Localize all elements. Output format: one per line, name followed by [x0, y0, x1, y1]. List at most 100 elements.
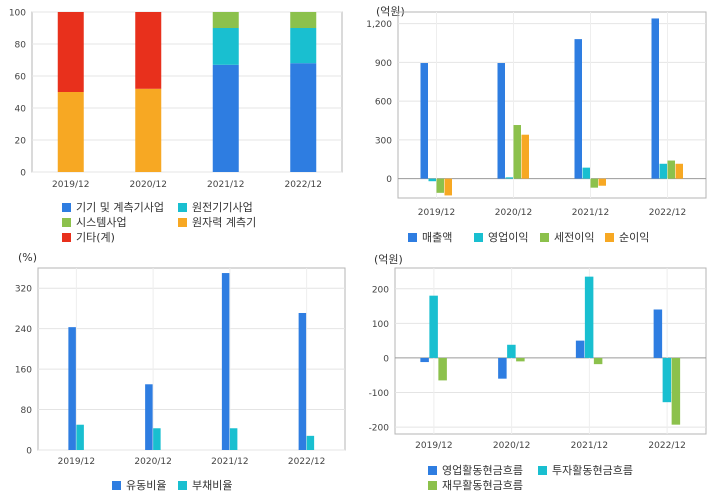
bar[interactable]: [590, 178, 599, 188]
legend-label: 재무활동현금흐름: [442, 479, 523, 492]
bar[interactable]: [516, 357, 525, 362]
bar[interactable]: [593, 357, 603, 365]
bar[interactable]: [290, 12, 317, 28]
bar[interactable]: [507, 344, 516, 358]
bar[interactable]: [659, 163, 668, 179]
legend-label: 투자활동현금흐름: [552, 464, 633, 477]
legend-label: 부채비율: [192, 479, 233, 492]
y-tick-label: 160: [15, 366, 32, 376]
legend-item-0[interactable]: 매출액: [408, 229, 452, 245]
segments-chart-panel: 0 20 40 60 80 100 2019/12 2020/12 2021/12 2022/12…: [0, 0, 360, 248]
x-tick-label: 2019/12: [418, 208, 455, 218]
bar[interactable]: [68, 327, 76, 450]
bar[interactable]: [57, 92, 84, 172]
bar[interactable]: [575, 340, 585, 358]
bar[interactable]: [444, 178, 453, 196]
x-tick-label: 2020/12: [130, 180, 167, 190]
bar[interactable]: [651, 18, 660, 179]
income-legend: 매출액 영업이익 세전이익 순이익: [360, 0, 720, 248]
legend-item-2[interactable]: 세전이익: [540, 229, 594, 245]
bar[interactable]: [221, 273, 230, 450]
x-tick-label: 2021/12: [211, 457, 248, 467]
bar[interactable]: [135, 12, 162, 89]
bar[interactable]: [436, 178, 445, 193]
bar[interactable]: [505, 177, 514, 179]
y-tick-label: -100: [369, 389, 390, 399]
bar[interactable]: [497, 63, 506, 179]
legend-label: 원전기기사업: [192, 201, 253, 214]
legend-swatch: [605, 232, 614, 242]
y-tick-label: 600: [375, 98, 392, 108]
bar[interactable]: [76, 424, 84, 450]
bar[interactable]: [598, 178, 607, 186]
y-tick-label: 320: [15, 285, 32, 295]
y-tick-label: 0: [383, 354, 389, 364]
legend-swatch: [62, 217, 71, 227]
bar[interactable]: [582, 167, 591, 179]
y-tick-label: 80: [15, 41, 27, 51]
legend-item-4[interactable]: 기타(계): [62, 229, 115, 245]
bar[interactable]: [662, 357, 672, 403]
legend-item-2[interactable]: 재무활동현금흐름: [428, 477, 523, 493]
bar[interactable]: [584, 276, 594, 358]
bar[interactable]: [57, 12, 84, 92]
bar[interactable]: [212, 28, 239, 65]
bar[interactable]: [513, 125, 522, 179]
bar[interactable]: [153, 428, 161, 450]
x-tick-label: 2019/12: [415, 441, 452, 451]
ratios-legend: 유동비율 부채비율: [0, 248, 360, 496]
bar[interactable]: [306, 435, 315, 450]
legend-label: 영업이익: [488, 231, 529, 244]
legend-label: 원자력 계측기: [192, 216, 257, 229]
legend-swatch: [538, 465, 547, 475]
bar[interactable]: [428, 178, 437, 182]
bar[interactable]: [429, 295, 438, 358]
bar[interactable]: [420, 63, 429, 179]
legend-item-2[interactable]: 시스템사업: [62, 214, 127, 230]
bar[interactable]: [653, 309, 663, 358]
bar[interactable]: [420, 357, 429, 363]
bar[interactable]: [438, 357, 447, 381]
legend-swatch: [62, 232, 71, 242]
legend-swatch: [178, 217, 187, 227]
bar[interactable]: [212, 64, 239, 172]
bar[interactable]: [135, 88, 162, 172]
y-tick-label: 200: [372, 285, 389, 295]
bar[interactable]: [521, 134, 530, 179]
bar[interactable]: [498, 357, 507, 379]
bar[interactable]: [675, 163, 684, 179]
cashflow-chart: -200 -100 0 100 200 2019/12 2020/12 2021/12 2022…: [369, 267, 707, 451]
bar[interactable]: [574, 39, 583, 179]
bar[interactable]: [145, 384, 153, 450]
legend-item-0[interactable]: 영업활동현금흐름: [428, 462, 523, 478]
bar[interactable]: [290, 28, 317, 64]
ratios-chart-panel: (%) 0 80 160 240 320 2019/12 2020/12 2021/12 202…: [0, 248, 360, 496]
bar[interactable]: [298, 312, 307, 450]
legend-item-1[interactable]: 영업이익: [474, 229, 528, 245]
legend-item-0[interactable]: 유동비율: [112, 477, 166, 493]
y-tick-label: 100: [9, 9, 26, 19]
legend-item-1[interactable]: 원전기기사업: [178, 199, 253, 215]
legend-swatch: [178, 480, 187, 490]
bar[interactable]: [229, 428, 238, 450]
y-tick-label: 900: [375, 59, 392, 69]
bar[interactable]: [667, 160, 676, 179]
legend-item-3[interactable]: 원자력 계측기: [178, 214, 256, 230]
x-tick-label: 2022/12: [649, 208, 686, 218]
bar[interactable]: [212, 12, 239, 28]
y-tick-label: 240: [15, 325, 32, 335]
x-tick-label: 2022/12: [285, 180, 322, 190]
y-tick-label: 0: [386, 175, 392, 185]
legend-item-1[interactable]: 투자활동현금흐름: [538, 462, 633, 478]
x-tick-label: 2020/12: [134, 457, 171, 467]
y-tick-label: 80: [21, 406, 33, 416]
legend-item-1[interactable]: 부채비율: [178, 477, 232, 493]
legend-swatch: [408, 232, 417, 242]
x-tick-label: 2020/12: [493, 441, 530, 451]
y-tick-label: 1,200: [366, 20, 392, 30]
bar[interactable]: [290, 63, 317, 173]
legend-item-0[interactable]: 기기 및 계측기사업: [62, 199, 164, 215]
ratios-unit-label: (%): [18, 251, 38, 264]
bar[interactable]: [671, 357, 681, 425]
legend-item-3[interactable]: 순이익: [605, 229, 649, 245]
